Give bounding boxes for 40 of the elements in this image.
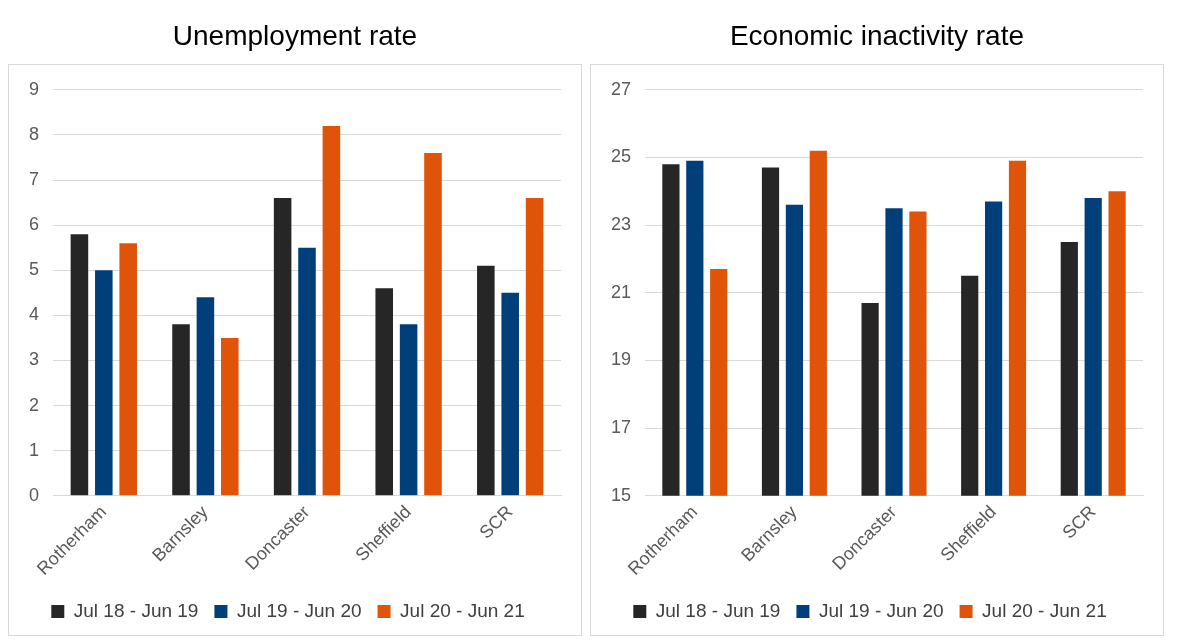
legend-label: Jul 20 - Jun 21 [400, 599, 525, 621]
bar [172, 324, 190, 496]
legend-label: Jul 19 - Jun 20 [236, 599, 362, 621]
legend-label: Jul 19 - Jun 20 [818, 599, 944, 621]
legend-label: Jul 20 - Jun 21 [982, 599, 1107, 621]
bar [477, 265, 495, 496]
bar [424, 152, 442, 496]
y-tick-label: 8 [29, 123, 40, 144]
bar [95, 270, 113, 496]
y-tick-label: 27 [610, 78, 632, 99]
y-tick-label: 4 [29, 304, 40, 325]
y-tick-label: 6 [29, 214, 40, 235]
bar [119, 243, 137, 496]
bar [273, 198, 292, 496]
bar [525, 198, 544, 496]
y-tick-label: 21 [610, 281, 632, 302]
y-tick-label: 5 [29, 259, 40, 280]
y-tick-label: 17 [610, 417, 632, 438]
bar [322, 125, 341, 496]
chart-title: Unemployment rate [171, 19, 419, 53]
y-tick-label: 9 [29, 78, 40, 99]
bar [375, 288, 393, 496]
y-tick-label: 23 [610, 214, 632, 235]
bar [501, 292, 519, 496]
bar [70, 234, 89, 496]
y-tick-label: 7 [29, 168, 40, 189]
bar [399, 324, 418, 496]
y-tick-label: 25 [610, 146, 632, 167]
chart-title: Economic inactivity rate [728, 19, 1026, 53]
y-tick-label: 3 [29, 349, 40, 370]
bar [221, 337, 239, 496]
y-tick-label: 0 [29, 484, 40, 505]
y-tick-label: 15 [610, 484, 632, 505]
legend-label: Jul 18 - Jun 19 [655, 599, 781, 621]
bar [196, 297, 215, 496]
legend-label: Jul 18 - Jun 19 [73, 599, 199, 621]
y-tick-label: 2 [29, 394, 40, 415]
bar [298, 247, 316, 496]
y-tick-label: 1 [29, 439, 40, 460]
y-tick-label: 19 [610, 349, 632, 370]
